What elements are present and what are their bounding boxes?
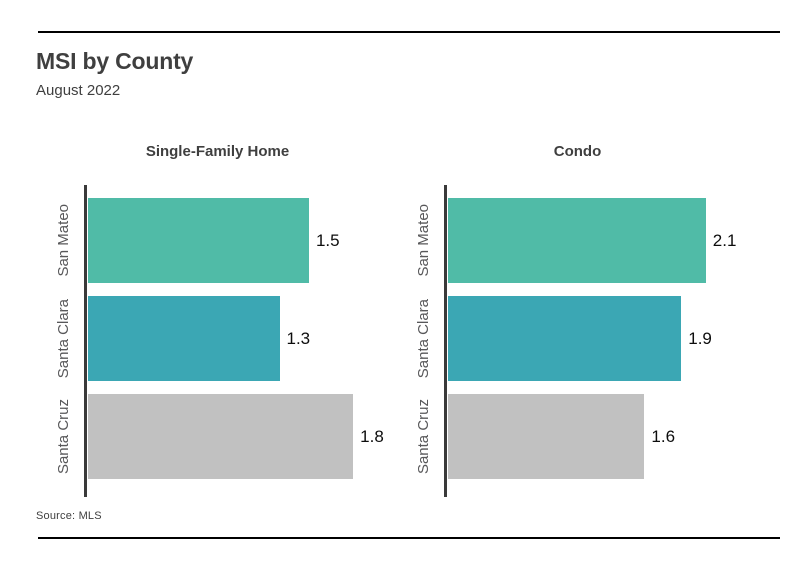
bar-santa-cruz	[448, 394, 645, 479]
y-axis-label-text: Santa Cruz	[414, 398, 432, 475]
source-note: Source: MLS	[36, 510, 102, 522]
chart-subtitle: August 2022	[36, 82, 121, 99]
bar-row-santa-cruz: Santa Cruz 1.8	[45, 394, 390, 479]
bar-santa-cruz	[88, 394, 354, 479]
y-axis-label-san-mateo: San Mateo	[405, 198, 441, 283]
bar-row-santa-clara: Santa Clara 1.9	[405, 296, 750, 381]
bar-value-label: 1.6	[651, 426, 676, 446]
y-axis-label-santa-clara: Santa Clara	[45, 296, 81, 381]
bar-santa-clara	[88, 296, 280, 381]
bar-row-san-mateo: San Mateo 2.1	[405, 198, 750, 283]
bar-row-santa-clara: Santa Clara 1.3	[45, 296, 390, 381]
bar-row-san-mateo: San Mateo 1.5	[45, 198, 390, 283]
bar-value-label: 1.8	[360, 426, 384, 446]
y-axis-label-text: San Mateo	[54, 204, 72, 277]
bar-rows: San Mateo 1.5 Santa Clara 1.3	[45, 198, 390, 492]
panel-single-family-home: Single-Family Home San Mateo 1.5 Santa C…	[45, 143, 390, 497]
bar-rows: San Mateo 2.1 Santa Clara 1.9	[405, 198, 750, 492]
bottom-divider	[38, 537, 780, 539]
bar-zone: 2.1	[448, 198, 750, 283]
plot-area-single-family-home: San Mateo 1.5 Santa Clara 1.3	[45, 185, 390, 497]
panel-condo: Condo San Mateo 2.1 Santa Clara	[405, 143, 750, 497]
bar-zone: 1.3	[88, 296, 390, 381]
bar-value-label: 1.3	[286, 328, 311, 348]
y-axis-label-text: Santa Clara	[54, 298, 72, 379]
y-axis-label-text: Santa Cruz	[54, 398, 72, 475]
bar-zone: 1.8	[88, 394, 390, 479]
panel-title-condo: Condo	[553, 143, 602, 160]
y-axis-spine	[84, 185, 87, 497]
bar-value-label: 1.9	[688, 328, 712, 348]
bar-zone: 1.5	[88, 198, 390, 283]
y-axis-label-text: Santa Clara	[414, 298, 432, 379]
bar-value-label: 1.5	[315, 230, 340, 250]
bar-san-mateo	[448, 198, 706, 283]
y-axis-label-santa-cruz: Santa Cruz	[405, 394, 441, 479]
y-axis-label-santa-clara: Santa Clara	[405, 296, 441, 381]
bar-zone: 1.6	[448, 394, 750, 479]
bar-row-santa-cruz: Santa Cruz 1.6	[405, 394, 750, 479]
y-axis-label-santa-cruz: Santa Cruz	[45, 394, 81, 479]
plot-area-condo: San Mateo 2.1 Santa Clara 1.9	[405, 185, 750, 497]
bar-san-mateo	[88, 198, 309, 283]
y-axis-label-san-mateo: San Mateo	[45, 198, 81, 283]
chart-title: MSI by County	[36, 48, 194, 74]
top-divider	[38, 31, 780, 33]
panel-title-single-family-home: Single-Family Home	[145, 143, 290, 160]
bar-value-label: 2.1	[712, 230, 737, 250]
bar-santa-clara	[448, 296, 682, 381]
bar-zone: 1.9	[448, 296, 750, 381]
y-axis-label-text: San Mateo	[414, 204, 432, 277]
y-axis-spine	[444, 185, 447, 497]
